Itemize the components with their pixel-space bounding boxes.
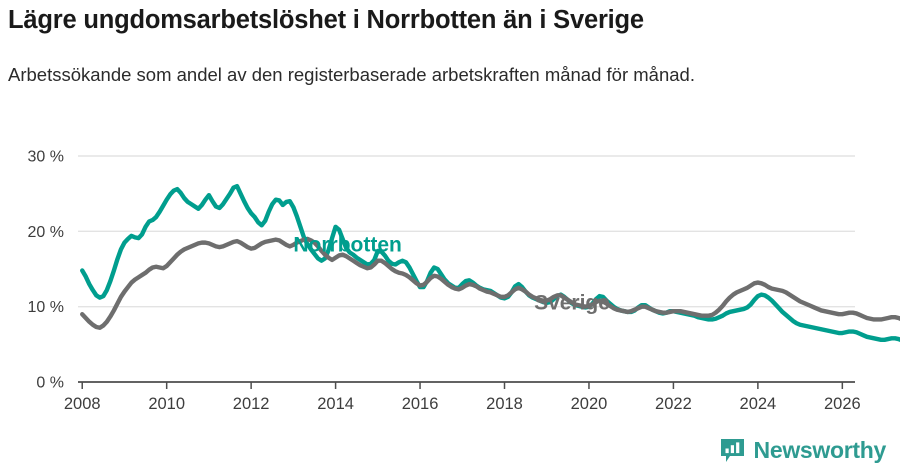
- series-label-norrbotten: Norrbotten: [293, 234, 402, 257]
- x-axis-tick-label: 2016: [402, 395, 439, 413]
- brand-name: Newsworthy: [753, 437, 887, 463]
- chart-subtitle: Arbetssökande som andel av den registerb…: [8, 64, 695, 85]
- x-axis-tick-label: 2014: [317, 395, 354, 413]
- y-axis-tick-label: 20 %: [28, 224, 64, 241]
- page-title: Lägre ungdomsarbetslöshet i Norrbotten ä…: [8, 6, 644, 34]
- x-axis-tick-label: 2024: [740, 395, 777, 413]
- newsworthy-logo: Newsworthy: [719, 437, 886, 464]
- y-axis-tick-label: 30 %: [28, 149, 64, 166]
- bar-chart-bubble-icon: [719, 437, 746, 464]
- series-line-norrbotten: [80, 183, 900, 343]
- series-line-sverige: [80, 236, 900, 330]
- x-axis-tick-label: 2010: [148, 395, 185, 413]
- series-label-sverige: Sverige: [534, 292, 610, 315]
- y-axis-tick-label: 0 %: [36, 375, 64, 392]
- x-axis-tick-label: 2026: [824, 395, 861, 413]
- x-axis-tick-label: 2022: [655, 395, 692, 413]
- x-axis-tick-label: 2020: [571, 395, 608, 413]
- x-axis-tick-label: 2012: [233, 395, 270, 413]
- y-axis-tick-label: 10 %: [28, 299, 64, 316]
- x-axis-tick-label: 2008: [64, 395, 101, 413]
- x-axis-tick-label: 2018: [486, 395, 523, 413]
